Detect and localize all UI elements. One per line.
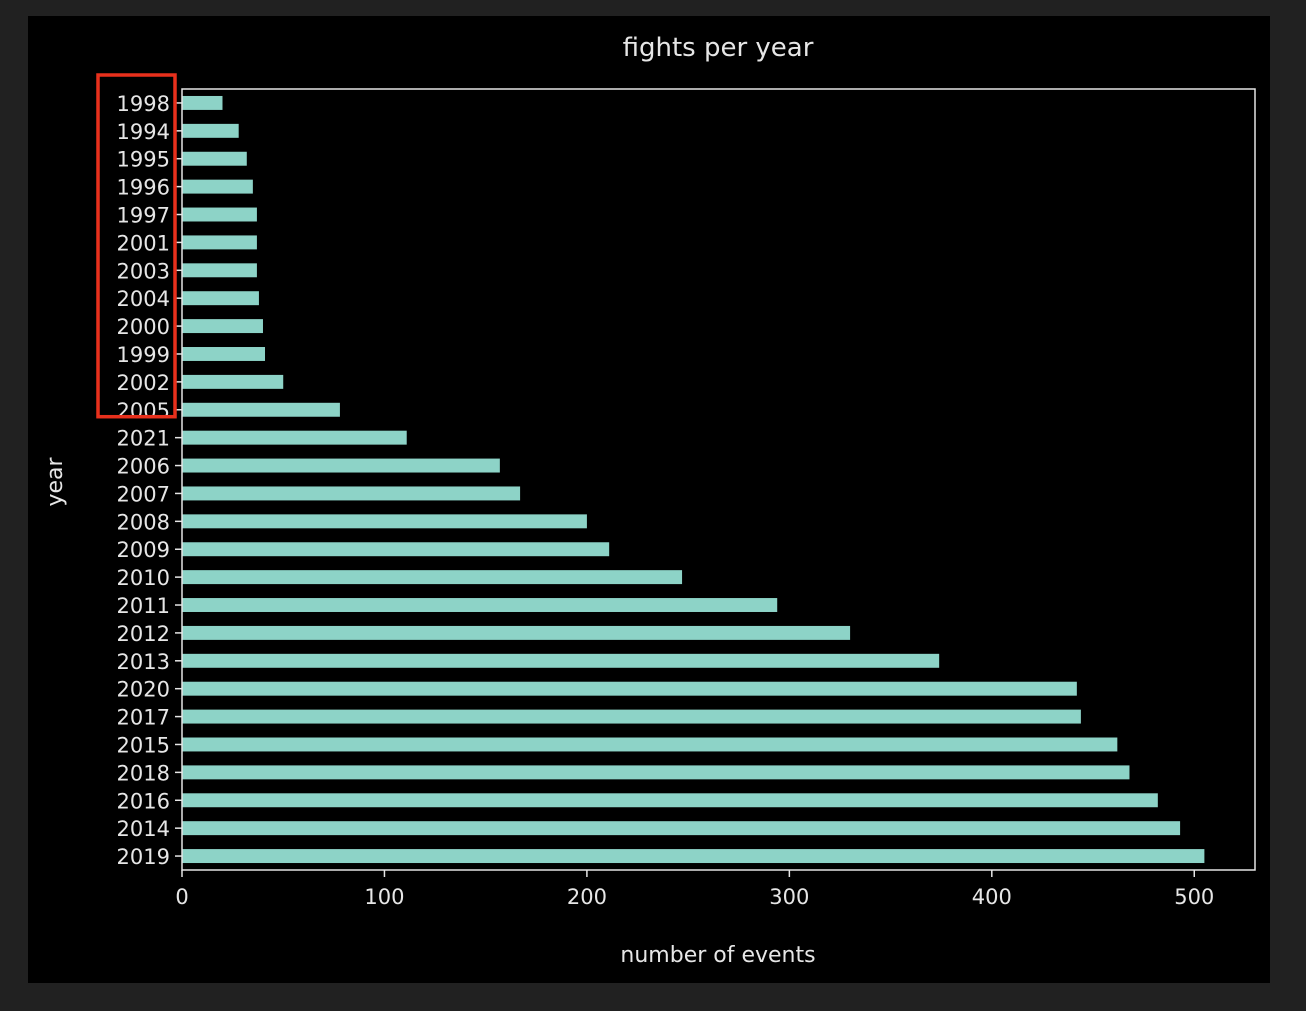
bar-2001	[182, 235, 257, 250]
x-tick-label: 500	[1174, 885, 1214, 909]
bar-1995	[182, 151, 247, 166]
y-tick-label: 1998	[117, 92, 170, 116]
bar-2018	[182, 765, 1130, 780]
chart-title: fights per year	[623, 33, 814, 63]
bar-2008	[182, 514, 587, 529]
bar-2021	[182, 430, 407, 445]
bar-2016	[182, 793, 1158, 808]
chart-figure: fights per year number of events year 19…	[28, 16, 1270, 983]
y-tick-label: 2006	[117, 455, 170, 479]
y-tick-label: 2021	[117, 427, 170, 451]
bar-1999	[182, 347, 266, 361]
y-axis-label: year	[43, 457, 68, 507]
y-tick-label: 2018	[117, 761, 170, 785]
y-axis-ticks: 1998 1994 1995 1996 1997 2001 2003 2004 2000 1999…	[117, 92, 182, 869]
y-tick-label: 2001	[117, 231, 170, 255]
highlight-box	[96, 73, 177, 419]
x-tick-label: 300	[769, 885, 809, 909]
bar-2012	[182, 625, 851, 640]
bar-2005	[182, 402, 340, 417]
y-tick-label: 2015	[117, 733, 170, 757]
y-tick-label: 2003	[117, 259, 170, 283]
bar-2011	[182, 598, 778, 612]
bar-2019	[182, 849, 1205, 864]
bar-1994	[182, 123, 239, 138]
y-tick-label: 2008	[117, 510, 170, 534]
x-axis-ticks: 0 100 200 300 400 500	[175, 870, 1214, 909]
y-tick-label: 1999	[117, 343, 170, 367]
y-tick-label: 1994	[117, 120, 170, 144]
bar-2000	[182, 319, 263, 334]
x-tick-label: 200	[567, 885, 607, 909]
y-tick-label: 1995	[117, 148, 170, 172]
plot-frame	[181, 88, 1256, 871]
y-tick-label: 2005	[117, 399, 170, 423]
bar-2013	[182, 653, 940, 668]
bar-2009	[182, 542, 610, 557]
bars	[182, 95, 1205, 864]
y-tick-label: 2009	[117, 538, 170, 562]
bar-2015	[182, 737, 1118, 752]
bar-1997	[182, 207, 257, 222]
y-tick-label: 2016	[117, 789, 170, 813]
bar-2014	[182, 821, 1181, 836]
bar-2004	[182, 291, 259, 306]
bar-2003	[182, 263, 257, 278]
bar-2017	[182, 709, 1081, 724]
bar-2010	[182, 570, 683, 585]
bar-1998	[182, 95, 223, 110]
bar-chart: fights per year number of events year 19…	[43, 33, 1256, 968]
bar-2007	[182, 486, 521, 501]
y-tick-label: 2007	[117, 482, 170, 506]
y-tick-label: 2010	[117, 566, 170, 590]
y-tick-label: 2020	[117, 678, 170, 702]
bar-2006	[182, 458, 500, 473]
x-axis-label: number of events	[620, 943, 815, 968]
y-tick-label: 1997	[117, 204, 170, 228]
x-tick-label: 0	[175, 885, 188, 909]
y-tick-label: 1996	[117, 176, 170, 200]
y-tick-label: 2013	[117, 650, 170, 674]
bar-1996	[182, 179, 253, 194]
x-tick-label: 100	[364, 885, 404, 909]
y-tick-label: 2011	[117, 594, 170, 618]
y-tick-label: 2017	[117, 706, 170, 730]
y-tick-label: 2002	[117, 371, 170, 395]
y-tick-label: 2014	[117, 817, 170, 841]
y-tick-label: 2012	[117, 622, 170, 646]
y-tick-label: 2019	[117, 845, 170, 869]
y-tick-label: 2000	[117, 315, 170, 339]
bar-2002	[182, 374, 284, 389]
bar-2020	[182, 681, 1077, 696]
x-tick-label: 400	[972, 885, 1012, 909]
y-tick-label: 2004	[117, 287, 170, 311]
